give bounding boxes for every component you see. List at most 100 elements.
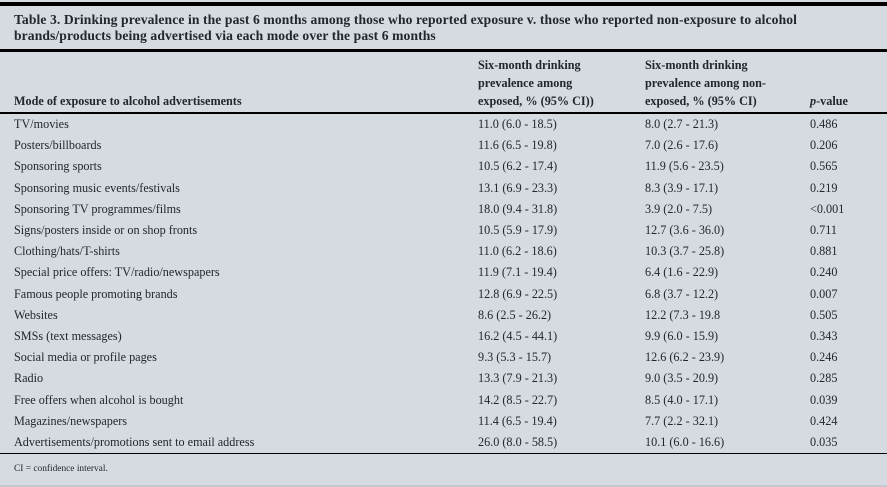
p-value-cell: 0.565 bbox=[810, 159, 838, 174]
table-header: Mode of exposure to alcohol advertisemen… bbox=[0, 52, 887, 114]
column-header-non-exposed: Six-month drinking prevalence among non-… bbox=[645, 52, 810, 114]
table-row: Famous people promoting brands 12.8 (6.9… bbox=[0, 284, 887, 305]
exposed-cell: 13.3 (7.9 - 21.3) bbox=[478, 371, 558, 386]
non-exposed-cell: 7.7 (2.2 - 32.1) bbox=[645, 413, 719, 428]
p-value-cell: <0.001 bbox=[810, 201, 845, 216]
exposed-cell: 14.2 (8.5 - 22.7) bbox=[478, 392, 558, 407]
mode-cell: Social media or profile pages bbox=[14, 350, 157, 365]
exposed-cell: 13.1 (6.9 - 23.3) bbox=[478, 180, 558, 195]
table-row: Sponsoring music events/festivals 13.1 (… bbox=[0, 178, 887, 199]
footnote: CI = confidence interval. bbox=[14, 464, 108, 475]
table-row: Signs/posters inside or on shop fronts 1… bbox=[0, 220, 887, 241]
p-value-rest: -value bbox=[816, 94, 848, 108]
exposed-cell: 26.0 (8.0 - 58.5) bbox=[478, 432, 645, 455]
top-rule bbox=[0, 2, 887, 6]
p-value-cell: 0.486 bbox=[810, 117, 838, 131]
mode-cell: Sponsoring sports bbox=[14, 159, 102, 174]
exposed-cell: 10.5 (5.9 - 17.9) bbox=[478, 223, 558, 238]
mode-cell: SMSs (text messages) bbox=[14, 329, 122, 344]
p-value-cell: 0.240 bbox=[810, 265, 838, 280]
non-exposed-cell: 10.3 (3.7 - 25.8) bbox=[645, 244, 725, 259]
mode-cell: Clothing/hats/T-shirts bbox=[14, 244, 120, 259]
exposed-cell: 11.4 (6.5 - 19.4) bbox=[478, 413, 557, 428]
non-exposed-cell: 3.9 (2.0 - 7.5) bbox=[645, 201, 713, 216]
p-value-cell: 0.711 bbox=[810, 223, 837, 238]
table-row: TV/movies 11.0 (6.0 - 18.5) 8.0 (2.7 - 2… bbox=[0, 113, 887, 135]
non-exposed-cell: 12.6 (6.2 - 23.9) bbox=[645, 350, 725, 365]
non-exposed-cell: 12.2 (7.3 - 19.8 bbox=[645, 307, 721, 322]
exposed-cell: 11.0 (6.2 - 18.6) bbox=[478, 244, 557, 259]
table-row: Social media or profile pages 9.3 (5.3 -… bbox=[0, 347, 887, 368]
non-exposed-cell: 8.3 (3.9 - 17.1) bbox=[645, 180, 719, 195]
non-exposed-cell: 11.9 (5.6 - 23.5) bbox=[645, 159, 724, 174]
exposed-cell: 10.5 (6.2 - 17.4) bbox=[478, 159, 558, 174]
column-header-mode: Mode of exposure to alcohol advertisemen… bbox=[0, 52, 478, 114]
table-row: Websites 8.6 (2.5 - 26.2) 12.2 (7.3 - 19… bbox=[0, 305, 887, 326]
table-row: Special price offers: TV/radio/newspaper… bbox=[0, 262, 887, 283]
header-exposed-line-2: prevalence among bbox=[478, 76, 573, 90]
table-title: Table 3. Drinking prevalence in the past… bbox=[0, 6, 887, 52]
mode-cell: Special price offers: TV/radio/newspaper… bbox=[14, 265, 220, 280]
non-exposed-cell: 6.4 (1.6 - 22.9) bbox=[645, 265, 719, 280]
column-header-p-value: p-value bbox=[810, 52, 887, 114]
mode-cell: Signs/posters inside or on shop fronts bbox=[14, 223, 198, 238]
header-exposed-line-1: Six-month drinking bbox=[478, 58, 581, 72]
header-non-exposed-line-1: Six-month drinking bbox=[645, 58, 748, 72]
exposed-cell: 18.0 (9.4 - 31.8) bbox=[478, 201, 558, 216]
exposed-cell: 12.8 (6.9 - 22.5) bbox=[478, 286, 558, 301]
p-value-cell: 0.285 bbox=[810, 371, 838, 386]
non-exposed-cell: 12.7 (3.6 - 36.0) bbox=[645, 223, 725, 238]
table-row: SMSs (text messages) 16.2 (4.5 - 44.1) 9… bbox=[0, 326, 887, 347]
p-value-cell: 0.505 bbox=[810, 307, 838, 322]
exposed-cell: 11.9 (7.1 - 19.4) bbox=[478, 265, 557, 280]
header-row: Mode of exposure to alcohol advertisemen… bbox=[0, 52, 887, 114]
p-value-cell: 0.039 bbox=[810, 392, 838, 407]
table-row: Sponsoring TV programmes/films 18.0 (9.4… bbox=[0, 199, 887, 220]
p-value-cell: 0.424 bbox=[810, 413, 838, 428]
p-value-italic-p: p bbox=[810, 94, 817, 108]
table-row: Posters/billboards 11.6 (6.5 - 19.8) 7.0… bbox=[0, 135, 887, 156]
p-value-cell: 0.206 bbox=[810, 138, 838, 153]
exposed-cell: 11.6 (6.5 - 19.8) bbox=[478, 138, 557, 153]
mode-cell: Websites bbox=[14, 307, 58, 322]
table-row: Sponsoring sports 10.5 (6.2 - 17.4) 11.9… bbox=[0, 156, 887, 177]
mode-cell: Sponsoring TV programmes/films bbox=[14, 201, 181, 216]
p-value-cell: 0.881 bbox=[810, 244, 838, 259]
mode-cell: Free offers when alcohol is bought bbox=[14, 392, 184, 407]
table-row: Magazines/newspapers 11.4 (6.5 - 19.4) 7… bbox=[0, 411, 887, 432]
p-value-cell: 0.343 bbox=[810, 329, 838, 344]
mode-cell: Posters/billboards bbox=[14, 138, 102, 153]
non-exposed-cell: 9.0 (3.5 - 20.9) bbox=[645, 371, 719, 386]
p-value-cell: 0.035 bbox=[810, 432, 887, 455]
non-exposed-cell: 7.0 (2.6 - 17.6) bbox=[645, 138, 719, 153]
non-exposed-cell: 10.1 (6.0 - 16.6) bbox=[645, 432, 810, 455]
exposed-cell: 9.3 (5.3 - 15.7) bbox=[478, 350, 552, 365]
exposed-cell: 11.0 (6.0 - 18.5) bbox=[478, 117, 557, 131]
mode-cell: Advertisements/promotions sent to email … bbox=[0, 432, 478, 455]
column-header-exposed: Six-month drinking prevalence among expo… bbox=[478, 52, 645, 114]
header-non-exposed-line-2: prevalence among non- bbox=[645, 76, 766, 90]
exposed-cell: 8.6 (2.5 - 26.2) bbox=[478, 307, 552, 322]
table-row: Radio 13.3 (7.9 - 21.3) 9.0 (3.5 - 20.9)… bbox=[0, 368, 887, 389]
exposed-cell: 16.2 (4.5 - 44.1) bbox=[478, 329, 558, 344]
non-exposed-cell: 8.5 (4.0 - 17.1) bbox=[645, 392, 719, 407]
header-non-exposed-line-3: exposed, % (95% CI) bbox=[645, 94, 757, 108]
mode-cell: Radio bbox=[14, 371, 44, 386]
mode-cell: TV/movies bbox=[14, 117, 69, 131]
non-exposed-cell: 6.8 (3.7 - 12.2) bbox=[645, 286, 719, 301]
p-value-cell: 0.246 bbox=[810, 350, 838, 365]
p-value-cell: 0.219 bbox=[810, 180, 838, 195]
drinking-prevalence-table: Mode of exposure to alcohol advertisemen… bbox=[0, 52, 887, 455]
table-row: Clothing/hats/T-shirts 11.0 (6.2 - 18.6)… bbox=[0, 241, 887, 262]
mode-cell: Magazines/newspapers bbox=[14, 413, 128, 428]
mode-cell: Sponsoring music events/festivals bbox=[14, 180, 180, 195]
p-value-cell: 0.007 bbox=[810, 286, 838, 301]
header-exposed-line-3: exposed, % (95% CI)) bbox=[478, 94, 594, 108]
non-exposed-cell: 8.0 (2.7 - 21.3) bbox=[645, 117, 719, 131]
mode-cell: Famous people promoting brands bbox=[14, 286, 178, 301]
table-row: Free offers when alcohol is bought 14.2 … bbox=[0, 390, 887, 411]
table-row: Advertisements/promotions sent to email … bbox=[0, 432, 887, 455]
non-exposed-cell: 9.9 (6.0 - 15.9) bbox=[645, 329, 719, 344]
table-body: TV/movies 11.0 (6.0 - 18.5) 8.0 (2.7 - 2… bbox=[0, 113, 887, 455]
